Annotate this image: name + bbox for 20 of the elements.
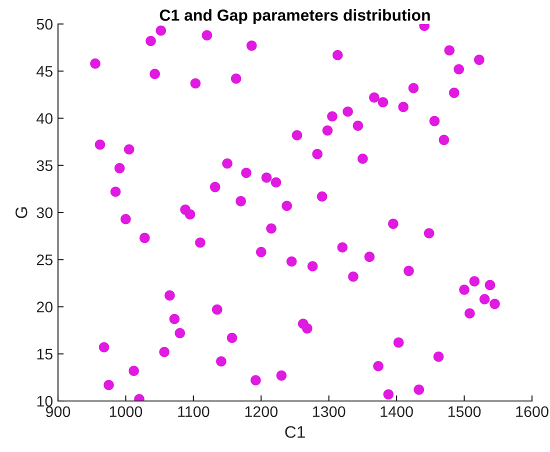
y-tick-label: 30: [36, 207, 53, 218]
y-tick-label: 35: [36, 160, 52, 172]
y-tick-label: 40: [36, 113, 53, 124]
y-tick-label: 10: [37, 396, 53, 407]
y-axis-title: G: [15, 207, 28, 218]
x-axis-title: C1: [285, 426, 305, 438]
y-tick-label: 20: [36, 302, 53, 312]
y-tick-label: 15: [37, 348, 52, 360]
x-tick-label: 1500: [448, 406, 481, 418]
x-tick-label: 1400: [380, 406, 413, 418]
x-tick-label: 1600: [516, 406, 548, 418]
x-tick-label: 1200: [245, 406, 278, 418]
y-tick-label: 25: [36, 254, 52, 266]
x-tick-label: 1100: [178, 406, 210, 418]
chart-title: C1 and Gap parameters distribution: [160, 9, 430, 24]
y-tick-label: 50: [36, 18, 53, 30]
x-tick-label: 1000: [110, 406, 142, 418]
x-tick-label: 1300: [313, 406, 346, 418]
y-tick-label: 45: [36, 66, 52, 77]
x-tick-label: 900: [46, 406, 70, 418]
